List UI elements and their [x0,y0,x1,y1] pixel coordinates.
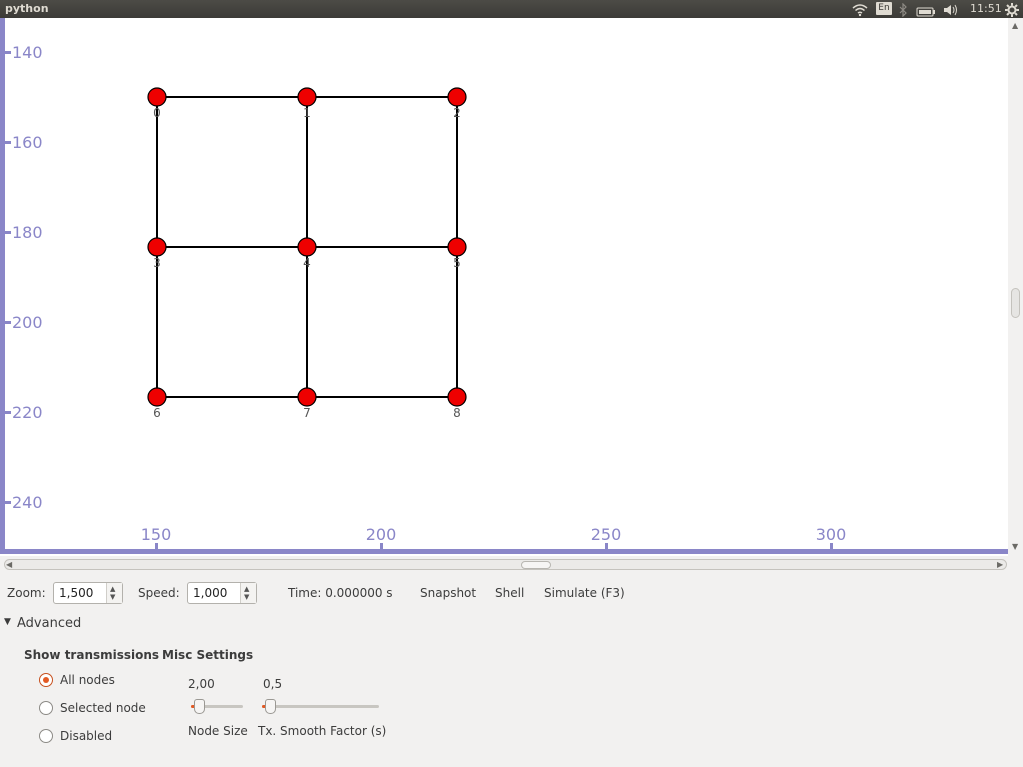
node-3[interactable] [147,237,167,257]
x-tick-label: 200 [366,525,397,544]
snapshot-button[interactable]: Snapshot [420,586,477,600]
node-size-label: Node Size [188,724,248,738]
x-axis-line [0,549,1008,554]
radio-button[interactable] [39,701,53,715]
radio-label[interactable]: Selected node [60,701,146,715]
node-label: 5 [453,256,461,270]
topology-canvas[interactable]: 140 160 180 200 220 240 150 200 250 300 [0,18,1008,556]
smooth-factor-label: Tx. Smooth Factor (s) [258,724,387,738]
chevron-up-icon[interactable]: ▲ [110,585,116,593]
node-label: 8 [453,406,461,420]
horizontal-scrollbar-thumb[interactable] [521,561,551,569]
node-label: 2 [453,106,461,120]
chevron-down-icon[interactable]: ▼ [244,593,250,601]
y-axis-line [0,18,5,554]
smooth-factor-slider-handle[interactable] [265,699,276,714]
node-size-slider-handle[interactable] [194,699,205,714]
horizontal-scrollbar-track[interactable] [4,559,1007,570]
node-label: 6 [153,406,161,420]
chevron-up-icon[interactable]: ▲ [244,585,250,593]
node-label: 1 [303,106,311,120]
scroll-right-icon[interactable]: ▶ [997,560,1004,569]
node-2[interactable] [447,87,467,107]
show-transmissions-heading: Show transmissions [24,648,160,662]
node-size-slider-track[interactable] [191,705,243,708]
node-5[interactable] [447,237,467,257]
speed-spinbox[interactable]: ▲ ▼ [187,582,257,604]
bluetooth-icon[interactable] [898,2,908,21]
clock[interactable]: 11:51 [970,2,1002,15]
node-label: 4 [303,256,311,270]
x-tick-label: 150 [141,525,172,544]
y-axis-ticks: 140 160 180 200 220 240 [5,43,43,512]
battery-icon[interactable] [916,3,936,22]
smooth-factor-slider-track[interactable] [262,705,379,708]
time-display: Time: 0.000000 s [288,586,393,600]
scroll-up-icon[interactable]: ▲ [1012,21,1019,30]
node-label: 0 [153,106,161,120]
y-tick-label: 180 [12,223,43,242]
x-tick-label: 250 [591,525,622,544]
radio-button[interactable] [39,673,53,687]
radio-label[interactable]: All nodes [60,673,115,687]
advanced-expander[interactable]: Advanced [17,616,82,631]
network-graph[interactable]: 140 160 180 200 220 240 150 200 250 300 [0,18,1008,556]
node-label: 3 [153,256,161,270]
top-panel: python En 11:51 [0,0,1023,18]
app-name: python [5,2,49,15]
y-tick-label: 220 [12,403,43,422]
speed-label: Speed: [138,586,180,600]
volume-icon[interactable] [943,2,959,21]
radio-button[interactable] [39,729,53,743]
simulate-button[interactable]: Simulate (F3) [544,586,625,600]
smooth-factor-value: 0,5 [263,677,283,691]
expander-arrow-icon[interactable]: ▼ [4,617,11,627]
x-axis-ticks: 150 200 250 300 [141,525,847,549]
scroll-left-icon[interactable]: ◀ [6,560,13,569]
zoom-input[interactable] [54,583,106,603]
node-4[interactable] [297,237,317,257]
zoom-stepper[interactable]: ▲ ▼ [106,583,122,603]
misc-settings-heading: Misc Settings [162,648,254,662]
node-6[interactable] [147,387,167,407]
node-size-value: 2,00 [188,677,215,691]
node-label: 7 [303,406,311,420]
y-tick-label: 160 [12,133,43,152]
keyboard-layout-icon[interactable]: En [876,2,892,15]
chevron-down-icon[interactable]: ▼ [110,593,116,601]
zoom-label: Zoom: [7,586,46,600]
vertical-scrollbar[interactable] [1008,18,1023,556]
radio-label[interactable]: Disabled [60,729,113,743]
wifi-icon[interactable] [852,2,868,21]
scroll-down-icon[interactable]: ▼ [1012,542,1019,551]
node-7[interactable] [297,387,317,407]
node-0[interactable] [147,87,167,107]
node-1[interactable] [297,87,317,107]
speed-input[interactable] [188,583,240,603]
x-tick-label: 300 [816,525,847,544]
y-tick-label: 140 [12,43,43,62]
vertical-scrollbar-thumb[interactable] [1011,288,1020,318]
settings-gear-icon[interactable] [1005,2,1019,21]
zoom-spinbox[interactable]: ▲ ▼ [53,582,123,604]
shell-button[interactable]: Shell [495,586,525,600]
y-tick-label: 240 [12,493,43,512]
node-8[interactable] [447,387,467,407]
y-tick-label: 200 [12,313,43,332]
speed-stepper[interactable]: ▲ ▼ [240,583,256,603]
